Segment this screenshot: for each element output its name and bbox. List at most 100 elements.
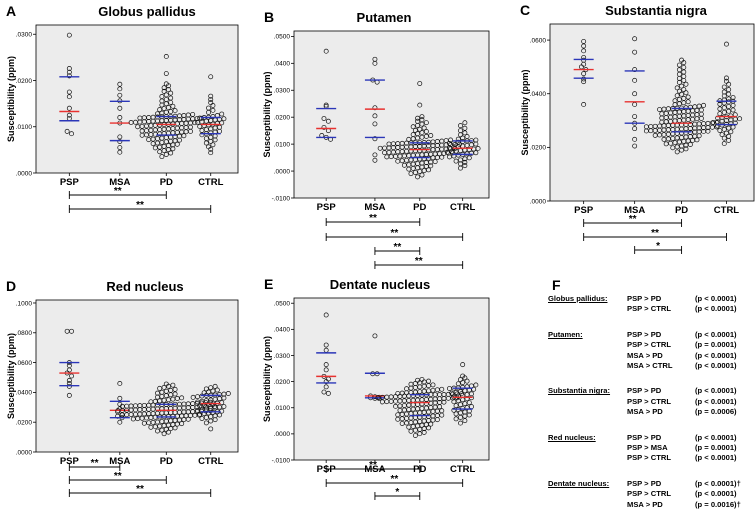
data-point-pd	[415, 122, 421, 128]
data-point-ctrl	[464, 378, 470, 384]
significance-stars: *	[395, 487, 399, 498]
panel-A-y-tick-label: .0200	[16, 78, 33, 85]
data-point-psp	[581, 38, 587, 44]
data-point-msa	[117, 134, 123, 140]
data-point-ctrl	[462, 375, 468, 381]
panel-A-letter: A	[6, 3, 16, 19]
panel-B-category-label-pd: PD	[413, 202, 426, 213]
panel-C-title: Substantia nigra	[605, 3, 708, 18]
summary-comparison: PSP > CTRL	[627, 304, 671, 314]
data-point-ctrl	[462, 401, 468, 407]
data-point-pd	[155, 428, 160, 434]
panel-C-plot-area	[549, 23, 755, 202]
data-point-pd	[199, 115, 204, 121]
data-point-pd	[681, 100, 687, 106]
data-point-ctrl	[460, 135, 466, 141]
significance-summary: Globus pallidus: PSP > PD (p < 0.0001) PSP …	[548, 290, 753, 525]
data-point-ctrl	[225, 391, 231, 396]
data-point-psp	[69, 373, 74, 379]
panel-E-y-axis-label: Susceptibility (ppm)	[262, 336, 272, 422]
data-point-pd	[163, 92, 169, 98]
data-point-msa	[372, 152, 378, 158]
panel-D-y-tick-label: .1000	[16, 300, 33, 307]
data-point-pd	[181, 133, 187, 139]
panel-B-y-tick-label: -.0100	[272, 195, 291, 202]
summary-comparison: MSA > PD	[627, 499, 663, 509]
data-point-ctrl	[724, 75, 729, 81]
data-point-ctrl	[462, 159, 468, 165]
data-point-psp	[581, 43, 587, 49]
data-point-msa	[632, 77, 638, 83]
panel-A-category-label-ctrl: CTRL	[198, 177, 224, 188]
data-point-pd	[170, 146, 176, 152]
data-point-pd	[423, 133, 429, 139]
data-point-pd	[166, 383, 171, 389]
panel-B-category-label-ctrl: CTRL	[450, 202, 476, 213]
summary-p-value: (p < 0.0001)	[695, 432, 737, 442]
data-point-pd	[417, 126, 423, 132]
data-point-pd	[672, 102, 678, 108]
panel-B-y-tick-label: .0100	[274, 141, 291, 148]
panel-A-category-label-psp: PSP	[60, 177, 80, 188]
data-point-pd	[683, 81, 689, 87]
panel-C-category-label-msa: MSA	[624, 205, 645, 216]
data-point-ctrl	[726, 125, 732, 131]
data-point-pd	[417, 81, 423, 86]
significance-stars: **	[393, 242, 401, 253]
data-point-ctrl	[199, 132, 205, 138]
summary-comparison: PSP > PD	[627, 294, 662, 303]
data-point-pd	[419, 134, 425, 140]
summary-p-value: (p < 0.0001)	[695, 453, 737, 463]
data-point-ctrl	[221, 116, 227, 122]
data-point-pd	[166, 147, 171, 153]
summary-region-title: Red nucleus:	[548, 432, 596, 442]
panel-D-y-tick-label: .0400	[16, 390, 33, 397]
data-point-ctrl	[212, 383, 218, 389]
data-point-ctrl	[208, 97, 214, 102]
data-point-pd	[192, 120, 198, 126]
panel-B-plot-area	[293, 30, 490, 199]
data-point-ctrl	[453, 158, 459, 164]
data-point-ctrl	[721, 141, 727, 147]
data-point-ctrl	[447, 154, 452, 160]
significance-stars: **	[136, 200, 144, 211]
data-point-pd	[696, 133, 702, 139]
data-point-pd	[157, 149, 163, 155]
data-point-pd	[434, 417, 440, 423]
summary-p-value: (p < 0.0001)	[695, 294, 737, 303]
significance-stars: **	[629, 214, 637, 225]
data-point-pd	[441, 399, 447, 405]
panel-letter-F: F	[552, 277, 561, 293]
data-point-psp	[66, 112, 72, 118]
summary-comparison: MSA > PD	[627, 350, 663, 360]
panel-D-y-tick-label: .0000	[16, 449, 33, 456]
data-point-ctrl	[203, 140, 209, 146]
data-point-pd	[670, 145, 676, 151]
data-point-pd	[428, 421, 434, 427]
summary-comparison: PSP > PD	[627, 432, 662, 442]
panel-A-title: Globus pallidus	[98, 4, 196, 19]
data-point-ctrl	[717, 106, 723, 112]
data-point-psp	[323, 379, 329, 385]
data-point-psp	[323, 48, 329, 54]
data-point-msa	[632, 143, 638, 149]
data-point-ctrl	[466, 412, 472, 418]
data-point-psp	[323, 312, 329, 318]
data-point-msa	[372, 105, 378, 111]
data-point-msa	[117, 92, 123, 98]
data-point-psp	[581, 79, 587, 85]
data-point-ctrl	[453, 416, 459, 422]
data-point-pd	[168, 90, 174, 96]
panel-B-y-tick-label: .0400	[274, 61, 291, 68]
significance-stars: **	[91, 458, 99, 469]
panel-A-y-tick-label: .0100	[16, 124, 33, 131]
data-point-psp	[581, 48, 587, 54]
data-point-ctrl	[208, 138, 214, 144]
panel-C-y-tick-label: .0400	[530, 91, 547, 98]
data-point-msa	[117, 81, 123, 87]
data-point-pd	[437, 404, 443, 410]
data-point-msa	[372, 113, 378, 119]
data-point-pd	[681, 64, 687, 70]
data-point-psp	[325, 118, 331, 124]
